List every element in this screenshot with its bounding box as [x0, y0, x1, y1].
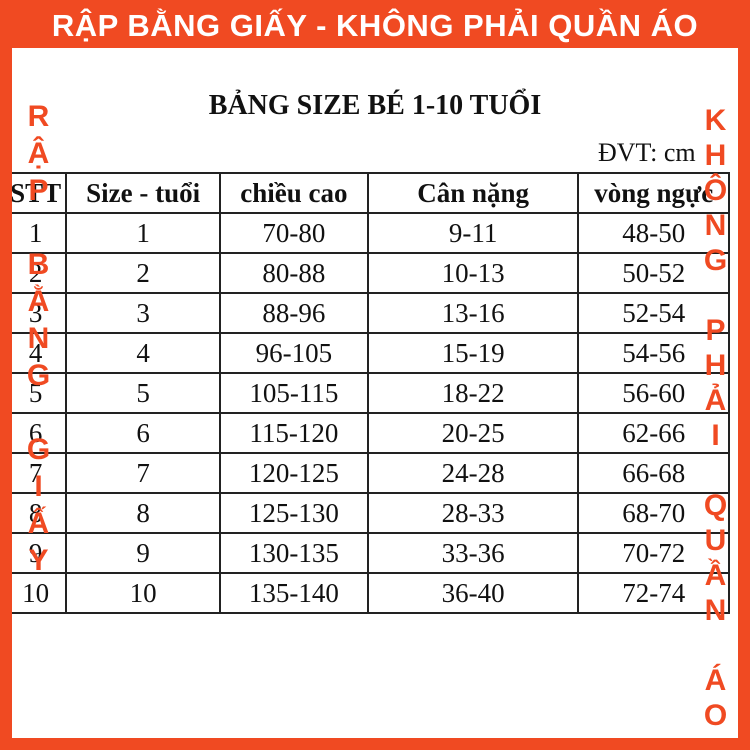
- header-cell: Size - tuổi: [65, 172, 222, 214]
- table-cell: 7: [12, 452, 68, 494]
- banner: RẬP BẰNG GIẤY - KHÔNG PHẢI QUẦN ÁO: [51, 8, 699, 43]
- table-cell: 9: [65, 532, 222, 574]
- table-cell: 36-40: [366, 572, 580, 614]
- table-cell: 5: [12, 372, 68, 414]
- table-cell: 2: [12, 252, 68, 294]
- table-cell: 88-96: [219, 292, 369, 334]
- header-cell: Cân nặng: [366, 172, 580, 214]
- table-row: 1 1 70-80 9-11 48-50: [12, 212, 730, 254]
- table-cell: 9-11: [366, 212, 580, 254]
- table-cell: 9: [12, 532, 68, 574]
- table-row: 6 6 115-120 20-25 62-66: [12, 412, 730, 454]
- table-title: BẢNG SIZE BÉ 1-10 TUỔI: [208, 90, 542, 121]
- table-row: 5 5 105-115 18-22 56-60: [12, 372, 730, 414]
- table-cell: 66-68: [577, 452, 730, 494]
- header-cell: STT: [12, 172, 68, 214]
- table-cell: 6: [12, 412, 68, 454]
- header-row: STT Size - tuổi chiều cao Cân nặng vòng ngực: [12, 172, 730, 214]
- table-cell: 105-115: [219, 372, 369, 414]
- table-row: 3 3 88-96 13-16 52-54: [12, 292, 730, 334]
- table-cell: 5: [65, 372, 222, 414]
- size-sheet: BẢNG SIZE BÉ 1-10 TUỔI ĐVT: cm STT Size -…: [12, 48, 738, 738]
- table-cell: 3: [12, 292, 68, 334]
- table-cell: 50-52: [577, 252, 730, 294]
- table-cell: 24-28: [366, 452, 580, 494]
- table-cell: 1: [65, 212, 222, 254]
- table-row: 4 4 96-105 15-19 54-56: [12, 332, 730, 374]
- table-cell: 3: [65, 292, 222, 334]
- table-cell: 115-120: [219, 412, 369, 454]
- table-cell: 96-105: [219, 332, 369, 374]
- table-cell: 6: [65, 412, 222, 454]
- table-cell: 8: [12, 492, 68, 534]
- table-cell: 18-22: [366, 372, 580, 414]
- table-cell: 68-70: [577, 492, 730, 534]
- table-cell: 130-135: [219, 532, 369, 574]
- table-cell: 56-60: [577, 372, 730, 414]
- table-row: 8 8 125-130 28-33 68-70: [12, 492, 730, 534]
- table-cell: 33-36: [366, 532, 580, 574]
- table-cell: 62-66: [577, 412, 730, 454]
- table-cell: 70-72: [577, 532, 730, 574]
- table-cell: 52-54: [577, 292, 730, 334]
- table-cell: 72-74: [577, 572, 730, 614]
- table-cell: 70-80: [219, 212, 369, 254]
- table-cell: 10-13: [366, 252, 580, 294]
- table-cell: 10: [12, 572, 68, 614]
- table-cell: 2: [65, 252, 222, 294]
- watermark: RẬP BẰNG GIẤY: [22, 100, 55, 581]
- table-row: 2 2 80-88 10-13 50-52: [12, 252, 730, 294]
- table-cell: 7: [65, 452, 222, 494]
- table-cell: 54-56: [577, 332, 730, 374]
- table-cell: 48-50: [577, 212, 730, 254]
- table-cell: 20-25: [366, 412, 580, 454]
- table-cell: 1: [12, 212, 68, 254]
- table-cell: 80-88: [219, 252, 369, 294]
- size-table: STT Size - tuổi chiều cao Cân nặng vòng ngực…: [12, 172, 730, 614]
- header-cell: vòng ngực: [577, 172, 730, 214]
- table-cell: 13-16: [366, 292, 580, 334]
- header-cell: chiều cao: [219, 172, 369, 214]
- unit-label: ĐVT: cm: [598, 138, 696, 167]
- table-row: 10 10 135-140 36-40 72-74: [12, 572, 730, 614]
- table-cell: 125-130: [219, 492, 369, 534]
- table-row: 9 9 130-135 33-36 70-72: [12, 532, 730, 574]
- table-cell: 8: [65, 492, 222, 534]
- table-cell: 10: [65, 572, 222, 614]
- table-cell: 4: [65, 332, 222, 374]
- table-cell: 135-140: [219, 572, 369, 614]
- table-row: 7 7 120-125 24-28 66-68: [12, 452, 730, 494]
- table-cell: 4: [12, 332, 68, 374]
- watermark: KHÔNG PHẢI QUẦN ÁO: [699, 104, 732, 734]
- table-cell: 15-19: [366, 332, 580, 374]
- table-cell: 28-33: [366, 492, 580, 534]
- table-cell: 120-125: [219, 452, 369, 494]
